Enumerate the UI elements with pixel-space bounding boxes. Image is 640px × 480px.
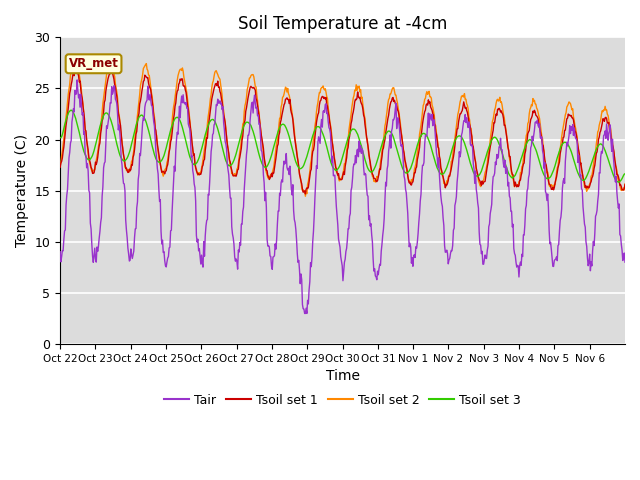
Legend: Tair, Tsoil set 1, Tsoil set 2, Tsoil set 3: Tair, Tsoil set 1, Tsoil set 2, Tsoil se… — [159, 388, 526, 411]
Text: VR_met: VR_met — [68, 57, 118, 70]
Title: Soil Temperature at -4cm: Soil Temperature at -4cm — [238, 15, 447, 33]
Y-axis label: Temperature (C): Temperature (C) — [15, 134, 29, 247]
X-axis label: Time: Time — [326, 370, 360, 384]
